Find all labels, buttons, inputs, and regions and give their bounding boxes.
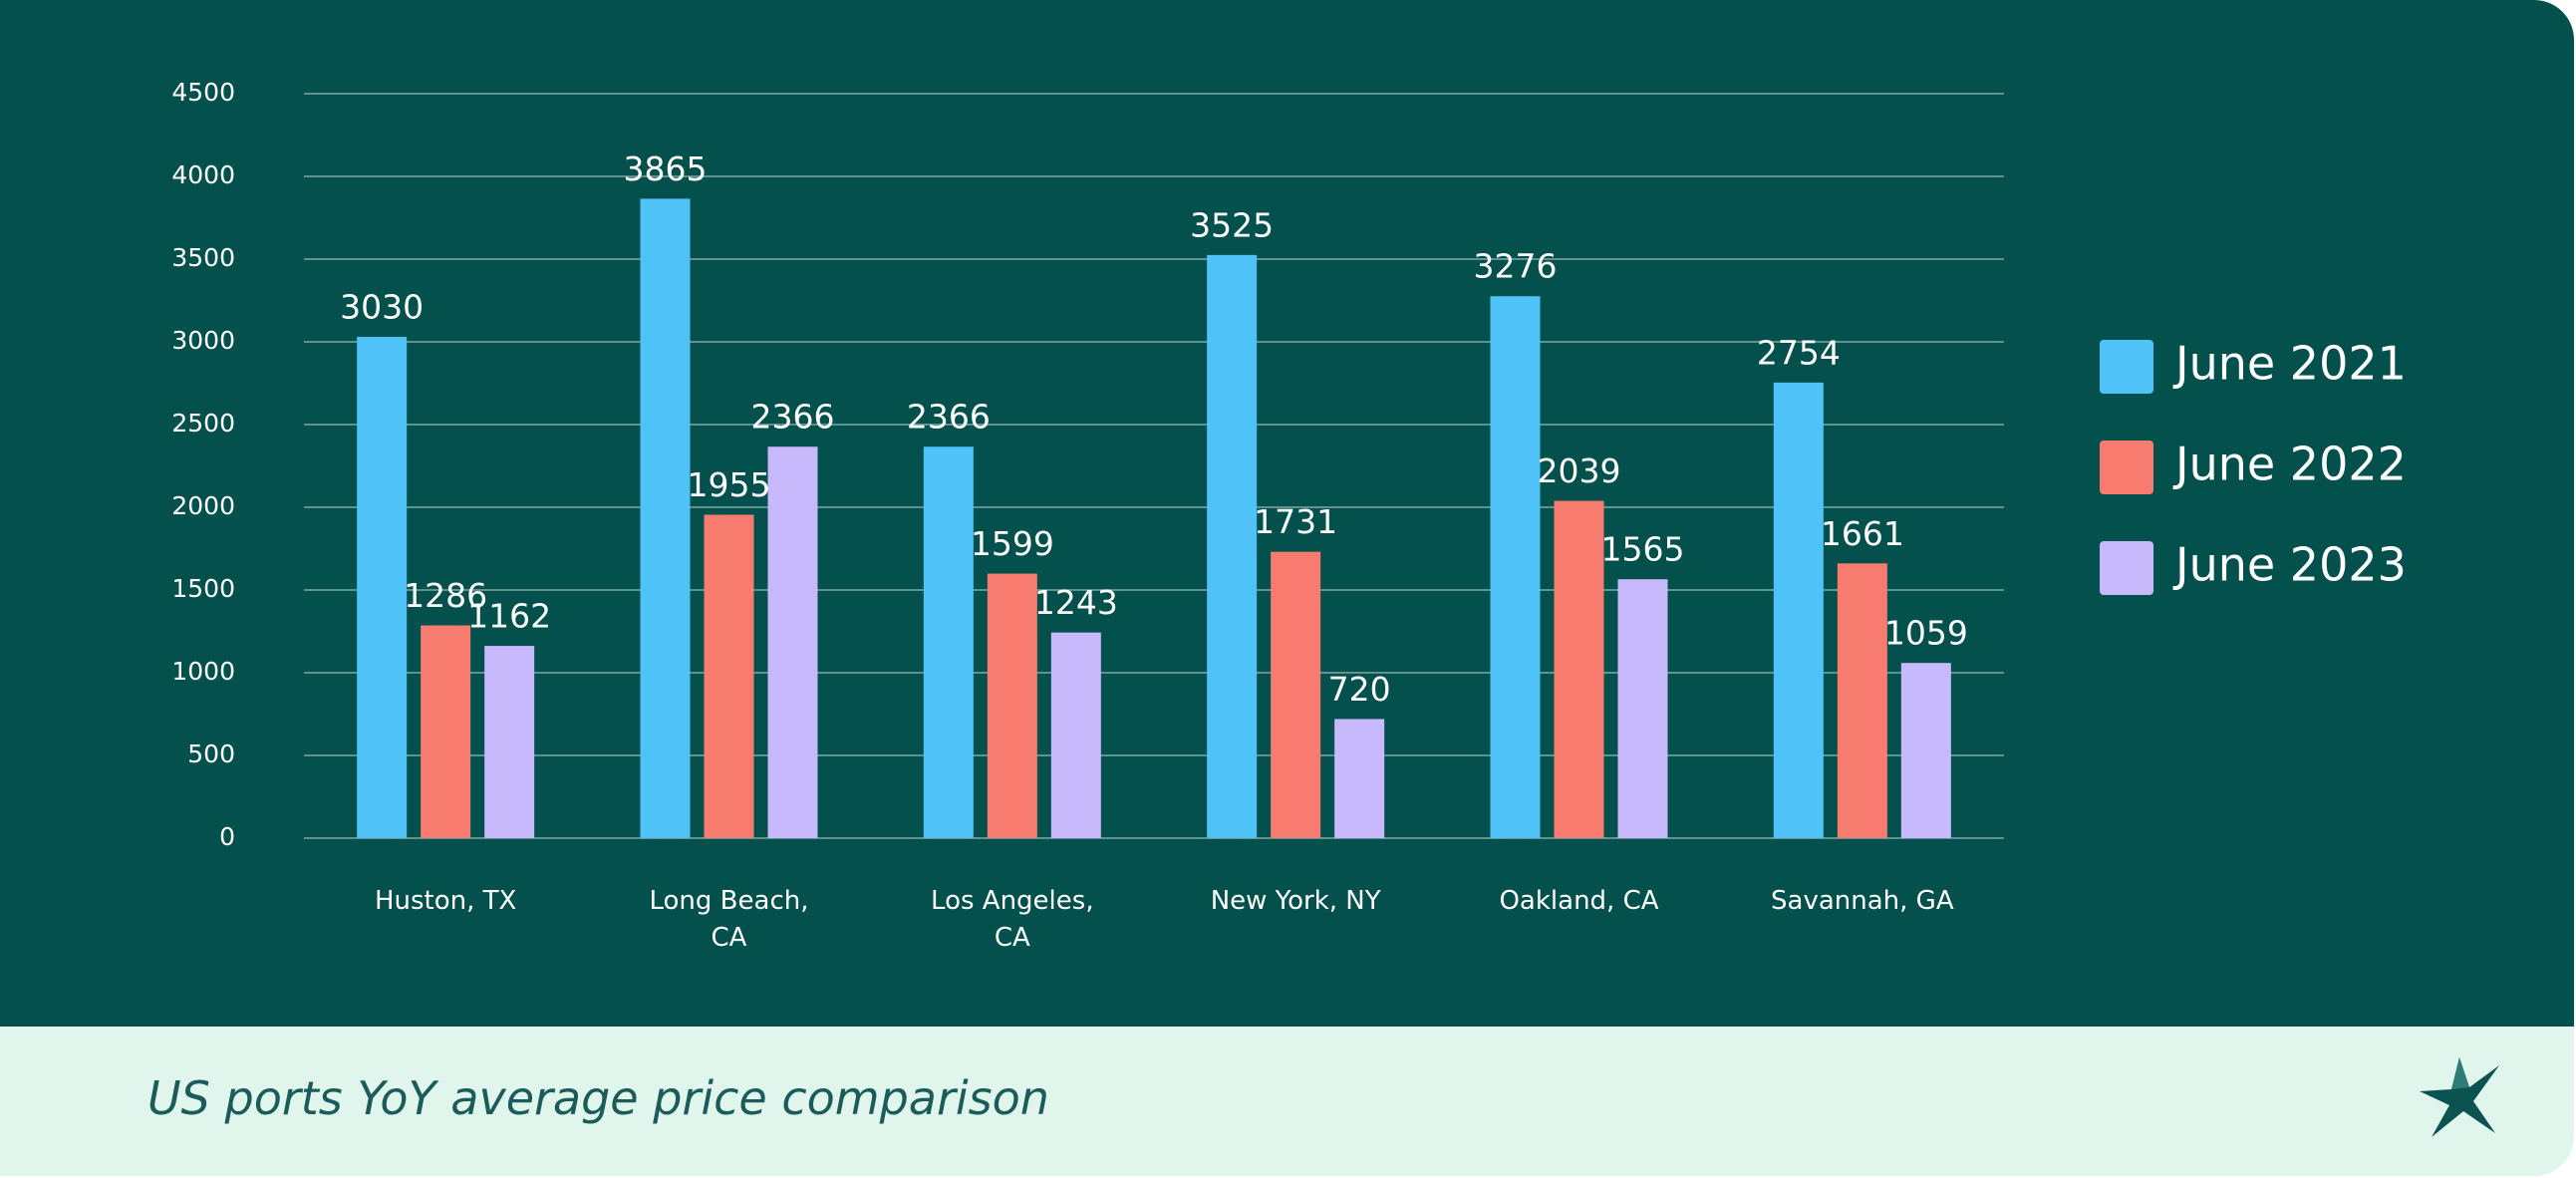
value-label: 3276 — [1474, 247, 1558, 286]
y-tick-label: 3000 — [171, 326, 235, 355]
chart-background — [0, 0, 2574, 1027]
value-label: 1955 — [688, 465, 771, 504]
value-label: 1731 — [1254, 502, 1337, 541]
value-label: 720 — [1328, 670, 1391, 709]
y-tick-label: 3500 — [171, 243, 235, 272]
x-tick-label: New York, NY — [1210, 886, 1381, 916]
x-tick-label: Huston, TX — [374, 886, 517, 916]
value-label: 2366 — [751, 398, 835, 437]
y-tick-label: 4000 — [171, 160, 235, 189]
value-label: 2754 — [1757, 333, 1841, 372]
bar — [1554, 500, 1604, 838]
logo — [2420, 1057, 2499, 1137]
value-label: 2039 — [1538, 451, 1621, 490]
legend-swatch — [2100, 541, 2153, 595]
x-tick-label: Long Beach, CA — [649, 886, 809, 953]
x-tick-label: Los Angeles, CA — [931, 886, 1094, 953]
value-label: 3865 — [624, 149, 708, 188]
bar — [1773, 382, 1824, 838]
value-label: 1286 — [404, 576, 487, 615]
value-label: 2366 — [907, 398, 991, 437]
y-tick-label: 0 — [219, 822, 235, 851]
value-label: 3030 — [340, 288, 424, 327]
bar — [1050, 632, 1101, 838]
legend-label: June 2022 — [2172, 438, 2407, 491]
bar — [1617, 579, 1668, 838]
x-tick-label: Savannah, GA — [1771, 886, 1954, 916]
bar — [1271, 551, 1321, 838]
bar — [767, 446, 818, 838]
value-label: 1661 — [1821, 514, 1904, 553]
bar — [987, 573, 1037, 838]
value-label: 1565 — [1601, 530, 1685, 569]
value-label: 1162 — [467, 597, 551, 636]
chart-title: US ports YoY average price comparison — [147, 1071, 1049, 1125]
bar — [1334, 719, 1385, 838]
y-tick-label: 1000 — [171, 657, 235, 686]
y-tick-label: 500 — [187, 739, 235, 768]
value-label: 1059 — [1884, 614, 1968, 653]
bar — [421, 625, 471, 838]
value-label: 1243 — [1034, 583, 1118, 622]
bar — [1490, 296, 1541, 839]
value-label: 3525 — [1190, 205, 1274, 244]
bar — [1207, 254, 1258, 839]
bar — [640, 198, 691, 838]
bar — [923, 446, 974, 838]
bar — [1900, 663, 1951, 838]
legend-label: June 2021 — [2172, 337, 2407, 391]
x-tick-label: Oakland, CA — [1499, 886, 1659, 916]
logo-star — [2420, 1057, 2499, 1137]
value-label: 1599 — [971, 524, 1054, 563]
legend-label: June 2023 — [2172, 538, 2407, 592]
y-tick-label: 2500 — [171, 409, 235, 438]
bar — [484, 646, 535, 838]
bar — [704, 514, 754, 838]
y-tick-label: 1500 — [171, 574, 235, 603]
legend-swatch — [2100, 441, 2153, 494]
y-tick-label: 2000 — [171, 491, 235, 520]
bar — [357, 337, 408, 838]
legend-swatch — [2100, 340, 2153, 394]
bar — [1837, 563, 1887, 838]
y-tick-label: 4500 — [171, 78, 235, 107]
logo-facet — [2451, 1057, 2469, 1089]
